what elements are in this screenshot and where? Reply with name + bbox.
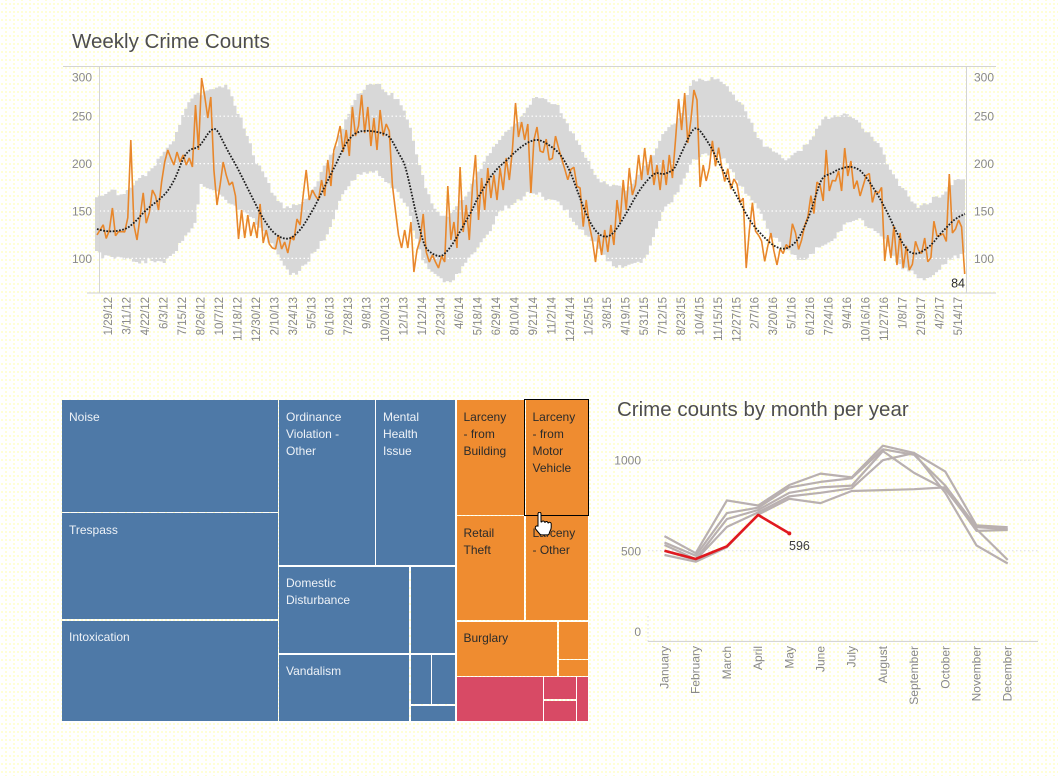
svg-text:10/4/15: 10/4/15 bbox=[694, 297, 706, 335]
svg-text:6/16/13: 6/16/13 bbox=[325, 297, 337, 335]
svg-text:4/6/14: 4/6/14 bbox=[454, 296, 466, 329]
svg-text:6/3/12: 6/3/12 bbox=[158, 297, 170, 329]
svg-text:February: February bbox=[689, 646, 703, 694]
svg-text:October: October bbox=[938, 646, 952, 689]
svg-text:10/16/16: 10/16/16 bbox=[861, 297, 873, 342]
svg-text:1/8/17: 1/8/17 bbox=[898, 297, 910, 329]
svg-text:250: 250 bbox=[974, 110, 994, 124]
svg-text:11/18/12: 11/18/12 bbox=[232, 297, 244, 341]
svg-text:August: August bbox=[876, 645, 890, 683]
svg-text:9/21/14: 9/21/14 bbox=[528, 296, 540, 335]
svg-text:12/14/14: 12/14/14 bbox=[565, 296, 577, 341]
svg-text:June: June bbox=[814, 646, 828, 672]
svg-text:4/22/12: 4/22/12 bbox=[140, 297, 152, 335]
svg-text:1/12/14: 1/12/14 bbox=[417, 296, 429, 335]
svg-text:8/10/14: 8/10/14 bbox=[510, 296, 522, 335]
svg-text:7/15/12: 7/15/12 bbox=[177, 297, 189, 335]
svg-text:8/26/12: 8/26/12 bbox=[195, 297, 207, 335]
svg-text:January: January bbox=[658, 646, 672, 689]
svg-text:2/19/17: 2/19/17 bbox=[916, 297, 928, 335]
svg-text:5/14/17: 5/14/17 bbox=[953, 297, 965, 335]
svg-text:6/12/16: 6/12/16 bbox=[805, 297, 817, 335]
svg-text:9/8/13: 9/8/13 bbox=[362, 297, 374, 329]
svg-text:300: 300 bbox=[974, 71, 994, 85]
svg-text:100: 100 bbox=[974, 252, 994, 266]
svg-text:1000: 1000 bbox=[614, 454, 641, 468]
svg-text:3/24/13: 3/24/13 bbox=[288, 297, 300, 335]
svg-text:596: 596 bbox=[789, 539, 810, 553]
svg-text:2/10/13: 2/10/13 bbox=[269, 297, 281, 335]
svg-text:300: 300 bbox=[72, 71, 92, 85]
svg-text:0: 0 bbox=[634, 625, 641, 639]
svg-text:November: November bbox=[970, 646, 984, 701]
svg-text:10/20/13: 10/20/13 bbox=[380, 297, 392, 342]
svg-text:500: 500 bbox=[621, 544, 641, 558]
svg-text:4/19/15: 4/19/15 bbox=[620, 297, 632, 335]
svg-text:5/1/16: 5/1/16 bbox=[787, 297, 799, 329]
svg-text:150: 150 bbox=[974, 205, 994, 219]
svg-text:1/25/15: 1/25/15 bbox=[583, 297, 595, 335]
svg-text:12/1/13: 12/1/13 bbox=[399, 297, 411, 335]
svg-text:10/7/12: 10/7/12 bbox=[214, 297, 226, 335]
svg-text:July: July bbox=[845, 646, 859, 667]
svg-text:7/28/13: 7/28/13 bbox=[343, 297, 355, 335]
svg-text:150: 150 bbox=[72, 205, 92, 219]
svg-text:7/12/15: 7/12/15 bbox=[657, 297, 669, 335]
svg-text:200: 200 bbox=[974, 157, 994, 171]
svg-text:12/30/12: 12/30/12 bbox=[251, 297, 263, 342]
svg-text:4/2/17: 4/2/17 bbox=[935, 297, 947, 329]
svg-text:12/27/15: 12/27/15 bbox=[731, 297, 743, 342]
svg-text:1/29/12: 1/29/12 bbox=[103, 297, 115, 335]
svg-text:December: December bbox=[1001, 646, 1015, 701]
svg-text:5/18/14: 5/18/14 bbox=[473, 296, 485, 335]
svg-text:8/23/15: 8/23/15 bbox=[676, 297, 688, 335]
svg-text:3/8/15: 3/8/15 bbox=[602, 297, 614, 329]
svg-text:9/4/16: 9/4/16 bbox=[842, 297, 854, 329]
svg-text:5/5/13: 5/5/13 bbox=[306, 297, 318, 329]
svg-text:March: March bbox=[720, 646, 734, 679]
svg-text:September: September bbox=[907, 646, 921, 705]
svg-text:11/15/15: 11/15/15 bbox=[713, 297, 725, 341]
svg-text:11/2/14: 11/2/14 bbox=[547, 296, 559, 334]
svg-text:2/23/14: 2/23/14 bbox=[436, 296, 448, 335]
svg-text:April: April bbox=[751, 646, 765, 670]
svg-text:3/11/12: 3/11/12 bbox=[122, 297, 134, 335]
svg-text:11/27/16: 11/27/16 bbox=[879, 297, 891, 341]
svg-text:5/31/15: 5/31/15 bbox=[639, 297, 651, 335]
svg-text:100: 100 bbox=[72, 252, 92, 266]
svg-text:84: 84 bbox=[951, 277, 965, 291]
svg-text:250: 250 bbox=[72, 110, 92, 124]
svg-text:May: May bbox=[782, 646, 796, 669]
svg-text:2/7/16: 2/7/16 bbox=[750, 297, 762, 329]
svg-text:3/20/16: 3/20/16 bbox=[768, 297, 780, 335]
svg-text:6/29/14: 6/29/14 bbox=[491, 296, 503, 335]
svg-text:200: 200 bbox=[72, 157, 92, 171]
svg-text:7/24/16: 7/24/16 bbox=[824, 297, 836, 335]
